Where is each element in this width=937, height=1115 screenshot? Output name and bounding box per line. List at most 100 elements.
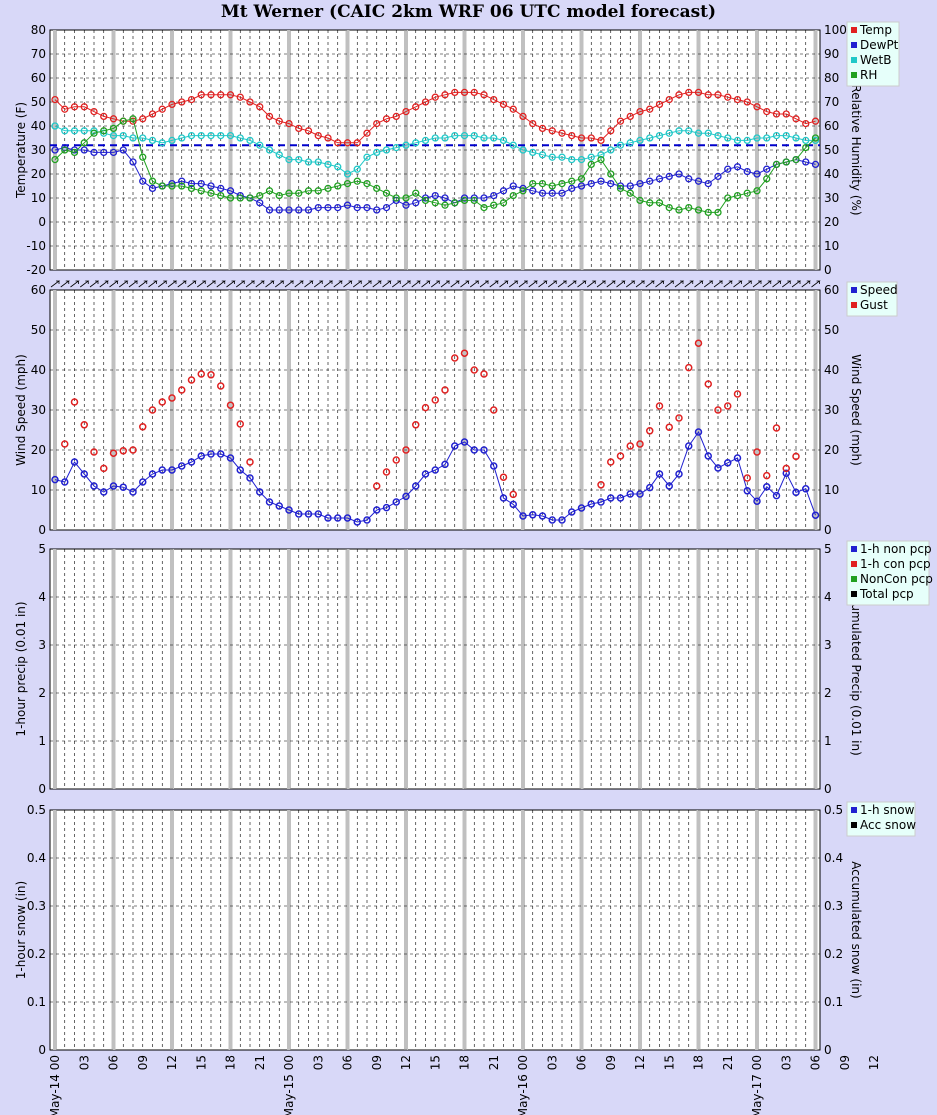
data-point-rh xyxy=(402,194,410,202)
data-point-gust xyxy=(724,402,732,410)
data-point-wetb xyxy=(607,146,615,154)
data-point-temp xyxy=(646,105,654,113)
data-point-wetb xyxy=(119,131,127,140)
data-point-temp xyxy=(704,91,712,99)
data-point-speed xyxy=(373,506,381,514)
data-point-gust xyxy=(441,386,449,394)
wind-arrow-icon xyxy=(733,280,743,288)
data-point-rh xyxy=(265,187,274,195)
data-point-speed xyxy=(753,497,761,505)
data-point-dewpt xyxy=(314,203,322,212)
data-point-rh xyxy=(626,189,634,197)
y2-axis-label: Accumulated Precip (0.01 in) xyxy=(849,582,863,756)
legend-label: WetB xyxy=(860,53,891,67)
data-point-temp xyxy=(811,117,820,125)
data-point-speed xyxy=(412,482,420,490)
wind-arrow-icon xyxy=(528,280,538,288)
data-point-temp xyxy=(226,91,235,99)
data-point-rh xyxy=(490,201,498,209)
data-point-rh xyxy=(431,199,439,207)
data-point-rh xyxy=(334,182,342,190)
data-point-speed xyxy=(421,470,430,478)
y2-tick-label: 60 xyxy=(824,119,839,133)
y2-tick-label: 70 xyxy=(824,95,839,109)
data-point-gust xyxy=(168,394,176,402)
data-point-wetb xyxy=(529,148,537,157)
y-tick-label: 10 xyxy=(31,191,46,205)
data-point-temp xyxy=(529,119,537,128)
y2-axis-label: Wind Speed (mph) xyxy=(849,354,863,466)
data-point-rh xyxy=(304,187,313,195)
data-point-speed xyxy=(187,458,196,466)
data-point-dewpt xyxy=(236,191,244,200)
data-point-gust xyxy=(490,406,498,414)
data-point-rh xyxy=(636,196,644,205)
data-point-temp xyxy=(480,91,488,99)
wind-arrow-icon xyxy=(333,280,343,288)
data-point-speed xyxy=(655,470,664,478)
data-point-wetb xyxy=(109,131,118,140)
legend-label: DewPt xyxy=(860,38,899,52)
data-point-gust xyxy=(139,423,147,431)
data-point-gust xyxy=(178,386,186,394)
data-point-wetb xyxy=(451,131,459,140)
data-point-rh xyxy=(558,179,566,188)
data-point-rh xyxy=(412,189,420,197)
data-point-wetb xyxy=(792,134,800,142)
data-point-wetb xyxy=(265,146,274,154)
y-tick-label: 70 xyxy=(31,47,46,61)
data-point-gust xyxy=(382,468,391,476)
data-point-speed xyxy=(148,470,157,478)
data-point-speed xyxy=(607,494,615,502)
data-point-rh xyxy=(197,187,205,195)
y2-tick-label: 10 xyxy=(824,483,839,497)
legend-label: Temp xyxy=(859,23,892,37)
data-point-wetb xyxy=(178,134,186,142)
y-axis-label: 1-hour snow (in) xyxy=(14,881,28,979)
data-point-dewpt xyxy=(724,165,732,173)
legend-marker xyxy=(851,302,857,308)
data-point-temp xyxy=(441,91,449,99)
data-point-temp xyxy=(265,112,274,121)
data-point-speed xyxy=(80,470,88,478)
data-point-speed xyxy=(314,510,322,518)
data-point-temp xyxy=(168,100,176,109)
data-point-speed xyxy=(382,503,391,512)
data-point-temp xyxy=(724,93,732,101)
data-point-dewpt xyxy=(655,175,664,183)
y2-tick-label: 0.1 xyxy=(824,995,843,1009)
y-tick-label: 0 xyxy=(38,1043,46,1057)
data-point-temp xyxy=(373,119,381,128)
y-tick-label: 0.2 xyxy=(27,947,46,961)
data-point-gust xyxy=(480,370,488,378)
data-point-speed xyxy=(568,508,576,516)
series-line-rh xyxy=(54,118,816,213)
data-point-temp xyxy=(714,91,722,99)
data-point-gust xyxy=(646,427,654,435)
data-point-temp xyxy=(412,103,420,111)
y-tick-label: 20 xyxy=(31,443,46,457)
y-axis-label: Wind Speed (mph) xyxy=(14,354,28,466)
data-point-dewpt xyxy=(343,201,352,209)
wind-arrow-icon xyxy=(567,280,577,288)
data-point-speed xyxy=(490,462,498,470)
wind-arrow-icon xyxy=(206,280,217,288)
data-point-dewpt xyxy=(646,177,654,185)
data-point-temp xyxy=(499,100,508,109)
y2-tick-label: 60 xyxy=(824,283,839,297)
data-point-temp xyxy=(61,105,69,113)
wind-arrow-icon xyxy=(167,280,178,288)
data-point-gust xyxy=(148,406,157,414)
legend-marker xyxy=(851,807,857,813)
data-point-temp xyxy=(217,91,225,99)
data-point-gust xyxy=(207,371,215,379)
y-tick-label: 60 xyxy=(31,71,46,85)
data-point-wetb xyxy=(158,139,166,147)
wind-arrow-icon xyxy=(255,280,265,288)
legend-label: NonCon pcp xyxy=(860,572,933,586)
data-point-rh xyxy=(802,143,810,152)
y-tick-label: 10 xyxy=(31,483,46,497)
data-point-temp xyxy=(626,112,634,121)
x-tick-label: 09 xyxy=(838,1055,852,1070)
wind-arrow-icon xyxy=(138,280,148,288)
